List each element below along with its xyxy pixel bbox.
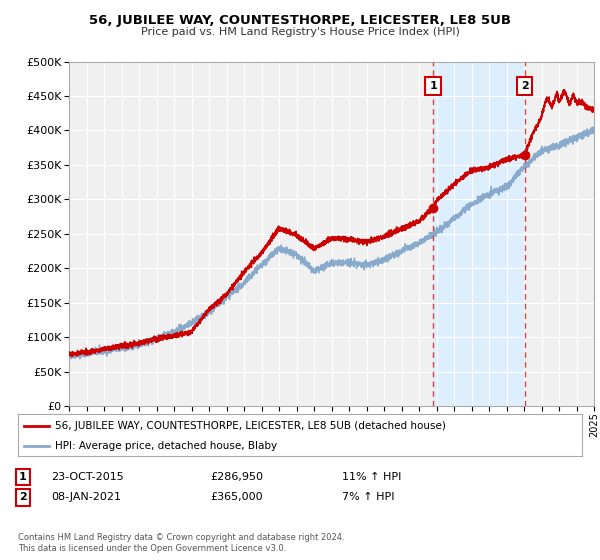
Text: 1: 1 — [19, 472, 26, 482]
Text: 11% ↑ HPI: 11% ↑ HPI — [342, 472, 401, 482]
Text: HPI: Average price, detached house, Blaby: HPI: Average price, detached house, Blab… — [55, 441, 277, 451]
Text: 7% ↑ HPI: 7% ↑ HPI — [342, 492, 395, 502]
Text: £365,000: £365,000 — [210, 492, 263, 502]
Text: 08-JAN-2021: 08-JAN-2021 — [51, 492, 121, 502]
Text: 2: 2 — [521, 81, 529, 91]
Text: £286,950: £286,950 — [210, 472, 263, 482]
Text: Price paid vs. HM Land Registry's House Price Index (HPI): Price paid vs. HM Land Registry's House … — [140, 27, 460, 37]
Bar — [433, 62, 524, 406]
Text: 23-OCT-2015: 23-OCT-2015 — [51, 472, 124, 482]
Text: 56, JUBILEE WAY, COUNTESTHORPE, LEICESTER, LE8 5UB (detached house): 56, JUBILEE WAY, COUNTESTHORPE, LEICESTE… — [55, 421, 446, 431]
Text: 56, JUBILEE WAY, COUNTESTHORPE, LEICESTER, LE8 5UB: 56, JUBILEE WAY, COUNTESTHORPE, LEICESTE… — [89, 14, 511, 27]
Text: This data is licensed under the Open Government Licence v3.0.: This data is licensed under the Open Gov… — [18, 544, 286, 553]
Text: 2: 2 — [19, 492, 26, 502]
Text: 1: 1 — [429, 81, 437, 91]
Text: Contains HM Land Registry data © Crown copyright and database right 2024.: Contains HM Land Registry data © Crown c… — [18, 533, 344, 542]
